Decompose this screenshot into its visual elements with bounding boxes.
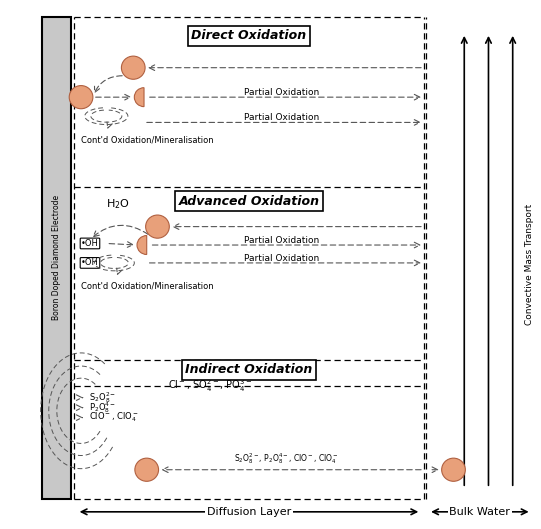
Text: Cont'd Oxidation/Mineralisation: Cont'd Oxidation/Mineralisation [81,281,214,290]
Text: Cl$^-$, SO$_4^{2-}$, PO$_4^{3-}$: Cl$^-$, SO$_4^{2-}$, PO$_4^{3-}$ [168,377,252,394]
Circle shape [135,458,159,481]
Text: P$_2$O$_8^{4-}$: P$_2$O$_8^{4-}$ [89,400,116,415]
Text: Diffusion Layer: Diffusion Layer [207,507,291,517]
Wedge shape [137,235,147,254]
Circle shape [121,56,145,79]
Circle shape [441,458,465,481]
Circle shape [69,86,93,109]
Text: S$_2$O$_8^{2-}$: S$_2$O$_8^{2-}$ [89,390,116,405]
Circle shape [146,215,169,238]
Text: Partial Oxidation: Partial Oxidation [243,236,319,245]
Text: Direct Oxidation: Direct Oxidation [192,29,307,42]
Text: Cont'd Oxidation/Mineralisation: Cont'd Oxidation/Mineralisation [81,135,214,144]
Text: Partial Oxidation: Partial Oxidation [243,254,319,263]
Text: Indirect Oxidation: Indirect Oxidation [186,363,313,376]
Wedge shape [134,88,144,107]
Text: •OH: •OH [81,239,99,248]
Text: ClO$^-$, ClO$_4^-$: ClO$^-$, ClO$_4^-$ [89,411,138,424]
Text: Partial Oxidation: Partial Oxidation [243,88,319,97]
Text: Advanced Oxidation: Advanced Oxidation [179,195,320,208]
Text: H$_2$O: H$_2$O [107,197,130,211]
Text: S$_2$O$_8^{2-}$, P$_2$O$_8^{4-}$, ClO$^-$, ClO$_4^-$: S$_2$O$_8^{2-}$, P$_2$O$_8^{4-}$, ClO$^-… [234,451,339,466]
FancyBboxPatch shape [42,17,71,499]
Text: •OH: •OH [81,259,99,268]
Text: Boron Doped Diamond Electrode: Boron Doped Diamond Electrode [52,195,61,321]
Text: Partial Oxidation: Partial Oxidation [243,113,319,122]
Text: Convective Mass Transport: Convective Mass Transport [525,204,534,325]
Text: Bulk Water: Bulk Water [450,507,510,517]
